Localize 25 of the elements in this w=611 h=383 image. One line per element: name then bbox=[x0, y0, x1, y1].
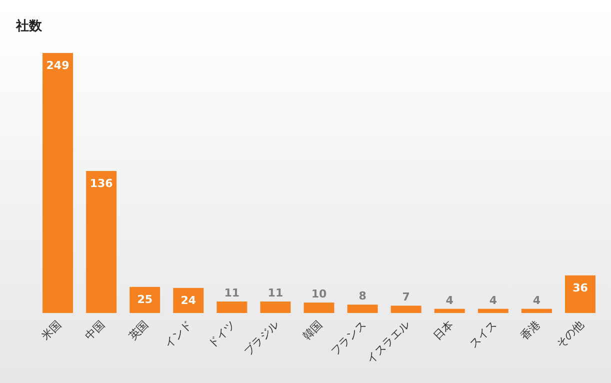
data-label: 24 bbox=[180, 294, 196, 307]
x-tick-label: その他 bbox=[554, 318, 586, 350]
x-tick-label: ブラジル bbox=[241, 318, 282, 358]
data-label: 4 bbox=[446, 294, 454, 307]
data-label: 10 bbox=[311, 288, 327, 301]
x-tick-label: インド bbox=[162, 318, 195, 350]
x-tick-label: 日本 bbox=[430, 318, 456, 343]
data-label: 11 bbox=[268, 286, 284, 300]
data-label: 25 bbox=[137, 292, 152, 306]
data-label: 36 bbox=[572, 281, 588, 294]
data-label: 4 bbox=[532, 294, 541, 307]
x-tick-label: 米国 bbox=[39, 318, 64, 343]
x-tick-label: 中国 bbox=[82, 318, 108, 343]
x-tick-label: 韓国 bbox=[300, 318, 326, 343]
data-label: 7 bbox=[402, 290, 410, 304]
x-tick-label: ドイツ bbox=[206, 318, 238, 350]
data-label: 136 bbox=[90, 176, 114, 190]
chart-title: 社数 bbox=[15, 18, 43, 34]
x-tick-label: スイス bbox=[466, 318, 500, 350]
data-label: 249 bbox=[46, 59, 70, 72]
x-tick-label: 香港 bbox=[518, 318, 543, 343]
data-label: 8 bbox=[358, 290, 366, 303]
x-tick-label: 英国 bbox=[126, 318, 151, 343]
data-label: 11 bbox=[224, 286, 240, 300]
data-label: 4 bbox=[489, 294, 498, 307]
